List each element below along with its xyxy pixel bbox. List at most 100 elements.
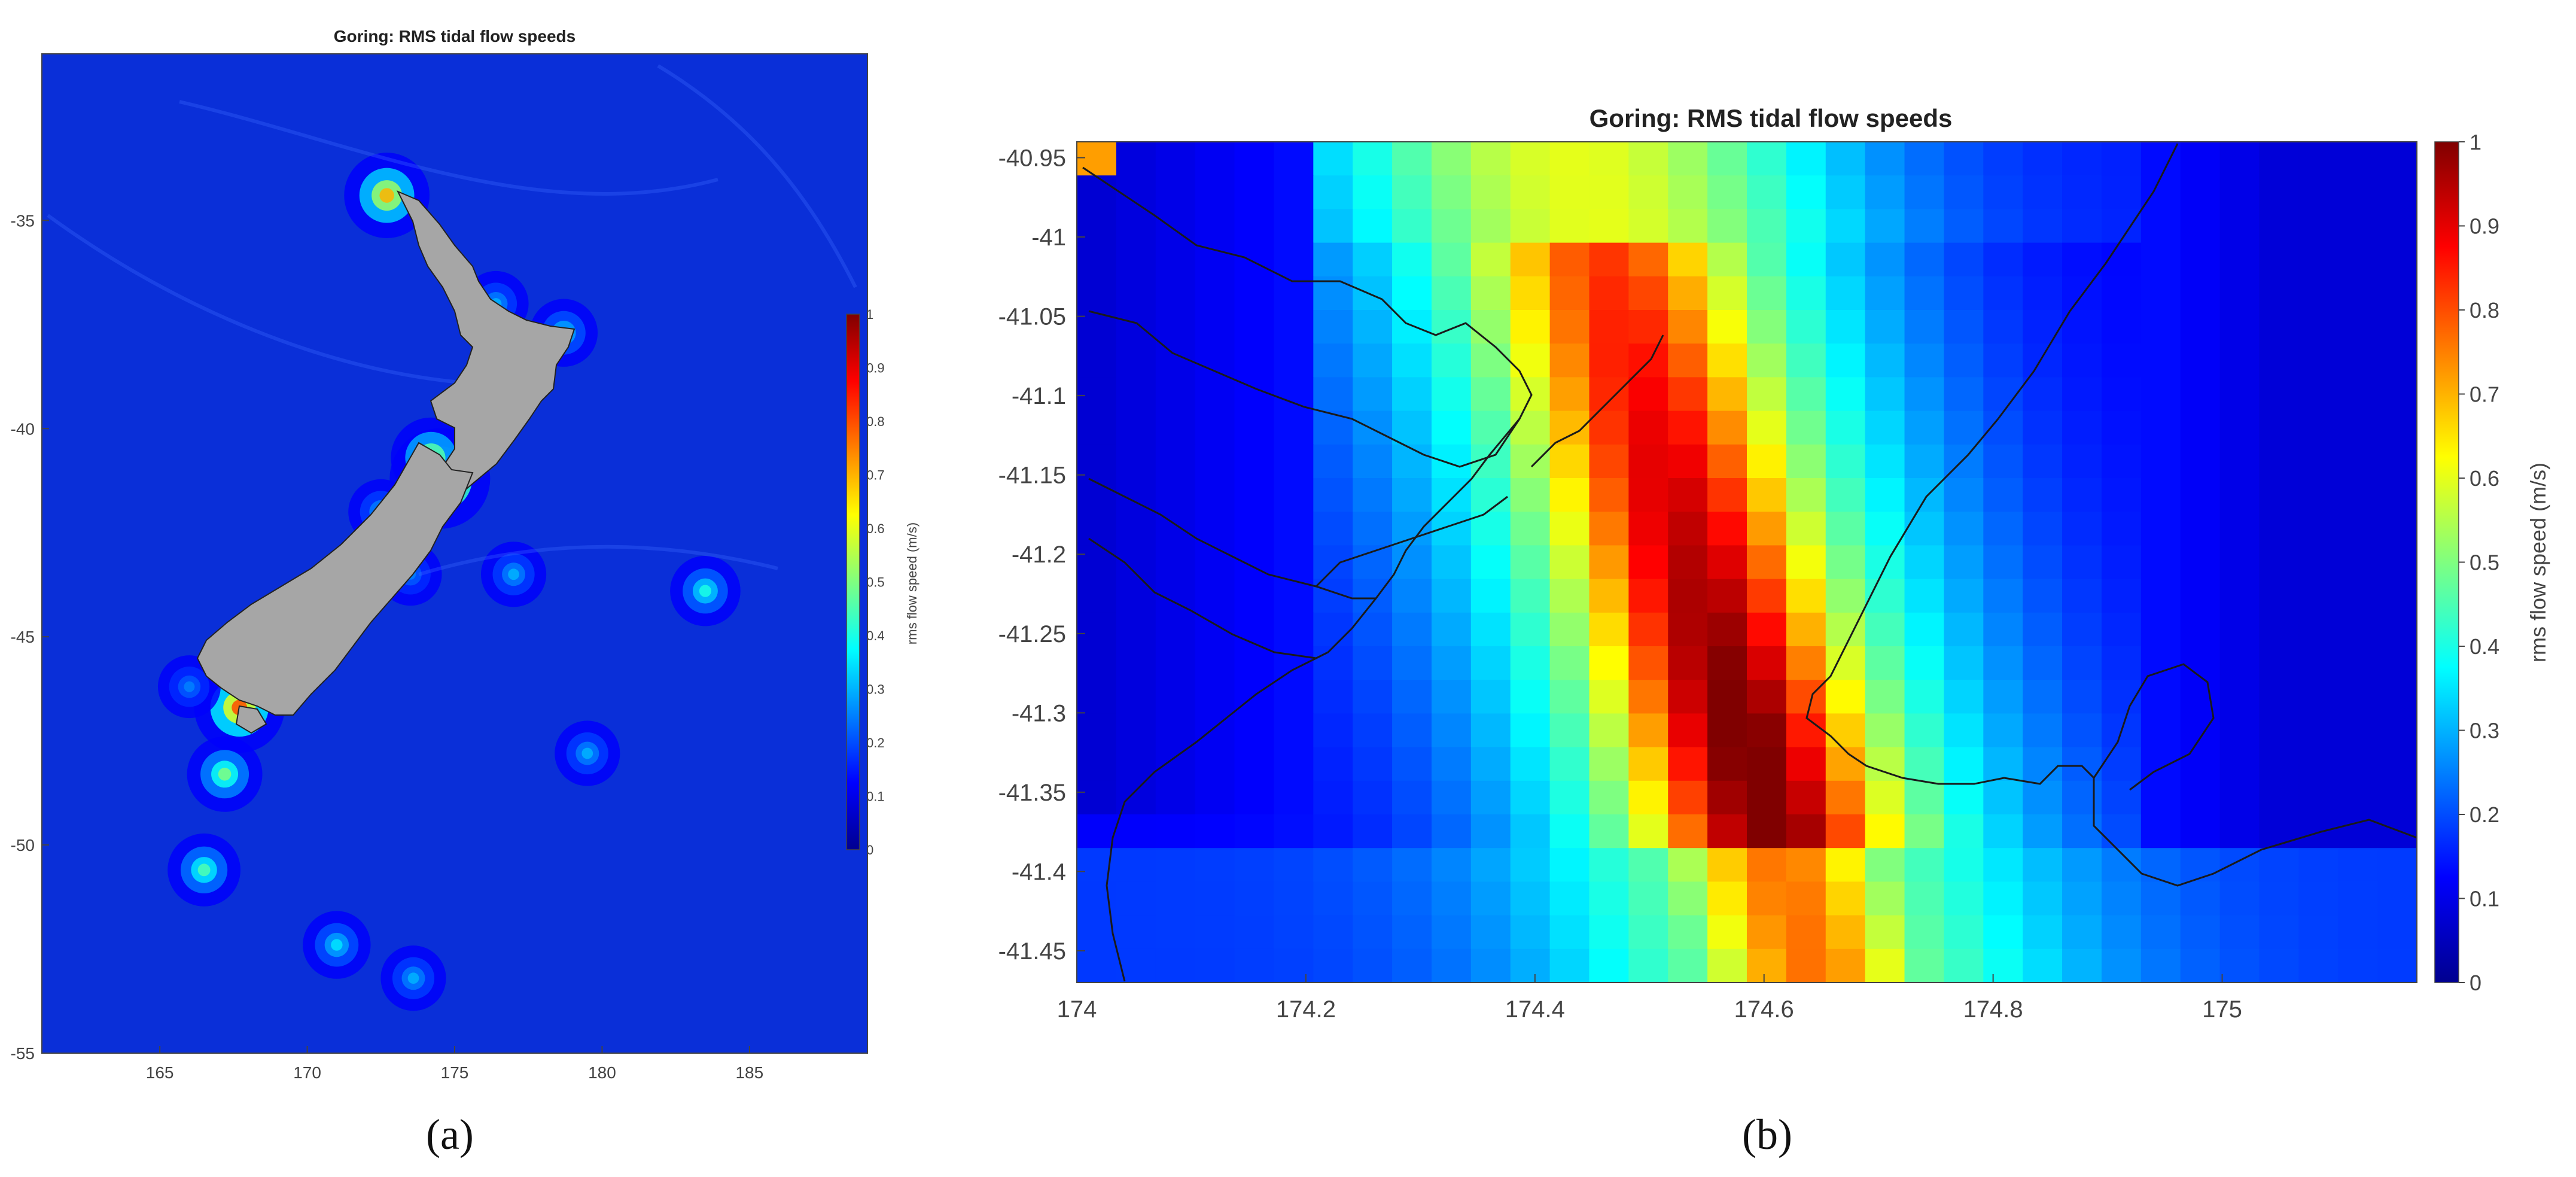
heatmap-cell (1116, 142, 1156, 176)
heatmap-cell (1077, 646, 1117, 680)
heatmap-cell (2023, 444, 2063, 479)
heatmap-cell (2180, 377, 2221, 412)
panel-b-ytick-label: -41.1 (1012, 383, 1066, 409)
panel-b-colorbar-tick: 0.3 (2470, 719, 2499, 743)
heatmap-cell (1470, 545, 1511, 580)
heatmap-cell (1313, 444, 1353, 479)
heatmap-cell (1865, 881, 1905, 916)
heatmap-cell (2140, 512, 2181, 546)
heatmap-cell (2101, 276, 2142, 311)
heatmap-cell (1825, 915, 1866, 950)
heatmap-cell (2259, 713, 2299, 748)
heatmap-cell (1549, 881, 1590, 916)
heatmap-cell (1786, 612, 1826, 647)
heatmap-cell (2298, 948, 2339, 983)
heatmap-cell (1155, 848, 1196, 882)
heatmap-cell (1116, 646, 1156, 680)
heatmap-cell (2101, 646, 2142, 680)
heatmap-cell (1747, 343, 1787, 378)
heatmap-cell (1195, 242, 1235, 277)
heatmap-cell (1313, 948, 1353, 983)
heatmap-cell (1155, 814, 1196, 848)
heatmap-cell (1195, 780, 1235, 815)
heatmap-cell (1510, 545, 1551, 580)
heatmap-cell (1668, 814, 1708, 848)
heatmap-cell (1274, 612, 1314, 647)
heatmap-cell (1116, 343, 1156, 378)
heatmap-cell (2219, 612, 2260, 647)
heatmap-cell (1668, 343, 1708, 378)
heatmap-cell (2377, 948, 2417, 983)
heatmap-cell (1234, 680, 1275, 714)
heatmap-cell (2298, 612, 2339, 647)
panel-b-ytick-label: -41.25 (998, 621, 1066, 647)
heatmap-cell (1510, 142, 1551, 176)
heatmap-cell (1549, 747, 1590, 781)
heatmap-cell (1825, 545, 1866, 580)
heatmap-cell (1116, 512, 1156, 546)
heatmap-cell (1353, 512, 1393, 546)
panel-a-colorbar-label: rms flow speed (m/s) (905, 522, 919, 644)
heatmap-cell (1155, 747, 1196, 781)
heatmap-cell (2338, 410, 2378, 445)
heatmap-cell (2062, 612, 2102, 647)
heatmap-cell (1470, 713, 1511, 748)
heatmap-cell (2023, 276, 2063, 311)
heatmap-cell (1274, 747, 1314, 781)
heatmap-cell (2219, 881, 2260, 916)
heatmap-cell (1904, 612, 1945, 647)
heatmap-cell (1392, 579, 1432, 613)
heatmap-cell (1431, 410, 1472, 445)
heatmap-cell (1510, 814, 1551, 848)
heatmap-cell (1077, 713, 1117, 748)
heatmap-cell (1431, 680, 1472, 714)
heatmap-cell (2298, 680, 2339, 714)
heatmap-cell (1549, 377, 1590, 412)
heatmap-cell (1116, 175, 1156, 209)
panel-b-coastlines (1082, 143, 2417, 982)
heatmap-cell (1470, 242, 1511, 277)
heatmap-cell (2140, 579, 2181, 613)
panel-a-colorbar-tick: 0.4 (866, 628, 885, 643)
heatmap-cell (1707, 209, 1747, 244)
heatmap-cell (2023, 780, 2063, 815)
heatmap-cell (2140, 209, 2181, 244)
heatmap-cell (2140, 713, 2181, 748)
heatmap-cell (1116, 915, 1156, 950)
heatmap-cell (1392, 142, 1432, 176)
heatmap-cell (1707, 713, 1747, 748)
heatmap-cell (1155, 276, 1196, 311)
heatmap-cell (1077, 410, 1117, 445)
heatmap-cell (1668, 848, 1708, 882)
heatmap-cell (1668, 680, 1708, 714)
heatmap-cell (2180, 612, 2221, 647)
heatmap-cell (2180, 780, 2221, 815)
heatmap-cell (1707, 814, 1747, 848)
panel-a-colorbar-tick: 0.9 (866, 361, 885, 376)
heatmap-cell (2377, 209, 2417, 244)
heatmap-cell (1747, 512, 1787, 546)
heatmap-cell (1983, 242, 2023, 277)
heatmap-cell (1786, 209, 1826, 244)
heatmap-cell (2377, 545, 2417, 580)
heatmap-cell (1589, 646, 1629, 680)
heatmap-cell (2259, 948, 2299, 983)
heatmap-cell (1353, 209, 1393, 244)
heatmap-cell (1313, 915, 1353, 950)
heatmap-cell (2219, 242, 2260, 277)
heatmap-cell (2062, 915, 2102, 950)
heatmap-cell (1944, 545, 1984, 580)
heatmap-cell (1865, 377, 1905, 412)
heatmap-cell (2101, 310, 2142, 344)
heatmap-cell (1865, 175, 1905, 209)
heatmap-cell (2023, 646, 2063, 680)
heatmap-cell (2180, 276, 2221, 311)
heatmap-cell (1431, 612, 1472, 647)
heatmap-cell (1431, 780, 1472, 815)
heatmap-cell (1392, 175, 1432, 209)
heatmap-cell (1786, 444, 1826, 479)
heatmap-cell (1983, 780, 2023, 815)
heatmap-cell (2219, 142, 2260, 176)
hotspot-15-ring-3 (184, 681, 195, 692)
heatmap-cell (1195, 915, 1235, 950)
